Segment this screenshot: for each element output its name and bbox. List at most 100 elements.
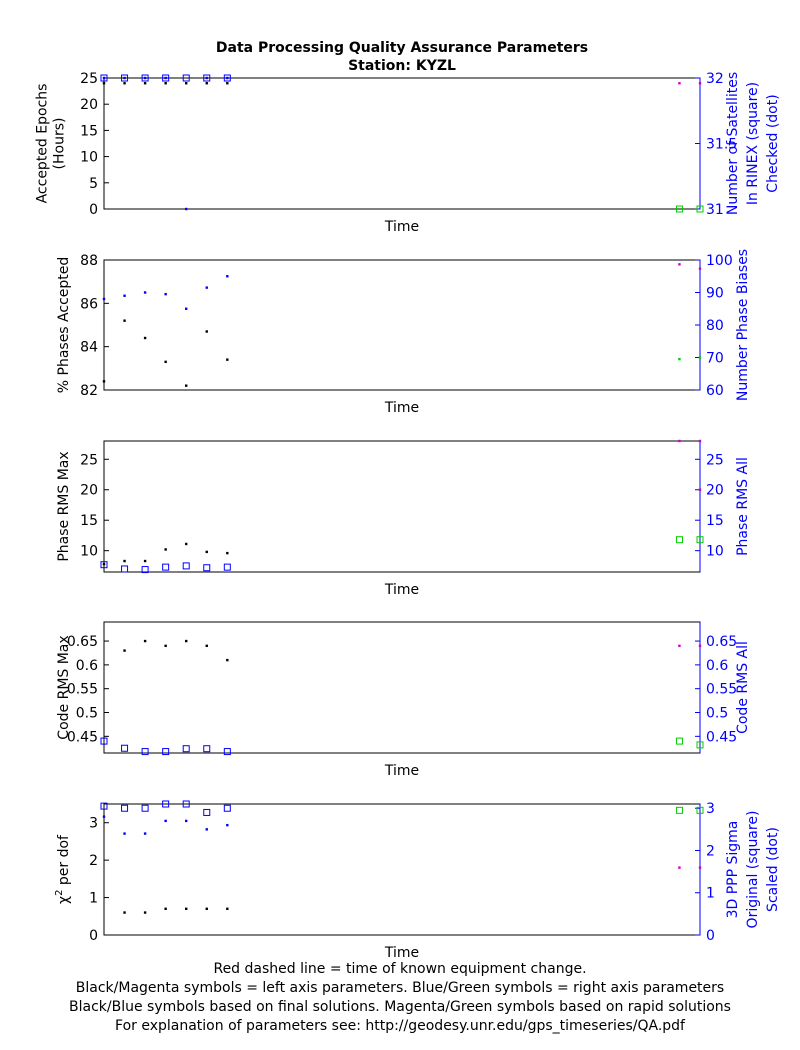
left-axis-label: % Phases Accepted — [56, 257, 72, 394]
left-tick-label: 0 — [89, 202, 98, 218]
left-axis-label: Accepted Epochs — [35, 84, 51, 204]
data-square — [675, 806, 683, 814]
data-dot — [164, 292, 167, 296]
data-dot — [123, 294, 126, 297]
left-tick-label: 84 — [80, 340, 98, 356]
footer-line3: Black/Blue symbols based on final soluti… — [69, 999, 731, 1015]
data-square — [182, 800, 190, 808]
right-tick-label: 1 — [706, 886, 715, 902]
data-dot — [226, 907, 229, 910]
x-axis-label: Time — [384, 400, 419, 416]
data-dot — [185, 207, 188, 211]
figure-title-line2: Station: KYZL — [348, 58, 456, 74]
data-dot — [143, 291, 147, 294]
x-axis-label: Time — [384, 945, 419, 961]
data-square — [162, 748, 170, 756]
left-tick-label: 10 — [80, 150, 98, 166]
panel-5: 0 1 2 3 0 1 2 3 Time χ2 per dof 3D PPP Sigma Origin… — [54, 800, 781, 961]
data-dot — [698, 267, 702, 270]
right-axis-label: Number of Satellites — [725, 72, 741, 215]
left-tick-label: 0.45 — [67, 729, 98, 745]
data-square — [141, 74, 149, 82]
data-dot — [226, 82, 229, 85]
right-tick-label: 3 — [706, 801, 715, 817]
data-dot — [185, 384, 188, 387]
data-dot — [102, 815, 106, 818]
right-tick-label: 0.45 — [706, 729, 737, 745]
plot-frame — [103, 77, 701, 210]
left-tick-label: 20 — [80, 97, 98, 113]
data-square — [203, 564, 211, 572]
data-dot — [143, 911, 147, 914]
data-square — [121, 74, 129, 82]
right-tick-label: 0.55 — [706, 682, 737, 698]
right-tick-label: 0 — [706, 928, 715, 944]
data-square — [203, 74, 211, 82]
data-square — [675, 205, 683, 213]
right-tick-label: 10 — [706, 544, 724, 560]
data-dot — [205, 82, 208, 85]
left-axis-label: χ2 per dof — [54, 834, 72, 904]
data-square — [182, 562, 190, 570]
data-dot — [164, 907, 167, 910]
right-tick-label: 0.6 — [706, 658, 728, 674]
left-tick-label: 1 — [89, 891, 98, 907]
data-dot — [123, 82, 126, 85]
data-dot — [123, 559, 126, 563]
data-dot — [226, 551, 229, 555]
left-tick-label: 88 — [80, 253, 98, 269]
data-square — [696, 205, 704, 213]
right-tick-label: 25 — [706, 452, 724, 468]
data-square — [223, 74, 231, 82]
right-tick-label: 20 — [706, 483, 724, 499]
data-square — [675, 737, 683, 745]
data-square — [100, 802, 108, 810]
footer-line4: For explanation of parameters see: http:… — [115, 1018, 685, 1034]
data-square — [696, 741, 704, 749]
data-dot — [164, 548, 167, 551]
left-tick-label: 5 — [89, 176, 98, 192]
data-square — [696, 536, 704, 544]
data-dot — [123, 649, 126, 652]
left-tick-label: 25 — [80, 71, 98, 87]
data-dot — [143, 76, 147, 80]
right-tick-label: 90 — [706, 286, 724, 302]
left-tick-label: 25 — [80, 452, 98, 468]
plot-frame — [103, 440, 701, 573]
data-dot — [698, 82, 702, 85]
right-tick-label: 31 — [706, 202, 724, 218]
right-axis-label: Phase RMS All — [735, 457, 751, 556]
data-square — [182, 74, 190, 82]
data-square — [223, 748, 231, 756]
data-dot — [678, 357, 681, 361]
data-dot — [205, 286, 208, 289]
data-dot — [205, 330, 208, 333]
data-dot — [143, 82, 147, 85]
data-dot — [678, 439, 681, 443]
left-tick-label: 2 — [89, 853, 98, 869]
data-dot — [698, 439, 702, 443]
right-axis-label: 3D PPP Sigma — [725, 821, 741, 919]
data-dot — [698, 644, 702, 648]
x-axis-label: Time — [384, 219, 419, 235]
data-dot — [123, 911, 126, 914]
right-tick-label: 0.65 — [706, 634, 737, 650]
left-tick-label: 86 — [80, 296, 98, 312]
left-tick-label: 82 — [80, 383, 98, 399]
left-tick-label: 15 — [80, 123, 98, 139]
left-axis-label: (Hours) — [52, 118, 68, 170]
data-dot — [164, 819, 167, 823]
data-dot — [678, 82, 681, 85]
panel-3: 10 15 20 25 10 15 20 25 Time Phase RMS Max Phase R… — [56, 439, 751, 598]
right-axis-label: Checked (dot) — [765, 94, 781, 192]
data-square — [162, 74, 170, 82]
data-dot — [226, 275, 229, 278]
right-axis-label: Original (square) — [745, 811, 761, 929]
data-dot — [226, 658, 229, 662]
right-tick-label: 80 — [706, 318, 724, 334]
left-tick-label: 10 — [80, 544, 98, 560]
data-dot — [123, 832, 126, 835]
right-tick-label: 2 — [706, 843, 715, 859]
plot-frame — [103, 259, 701, 391]
